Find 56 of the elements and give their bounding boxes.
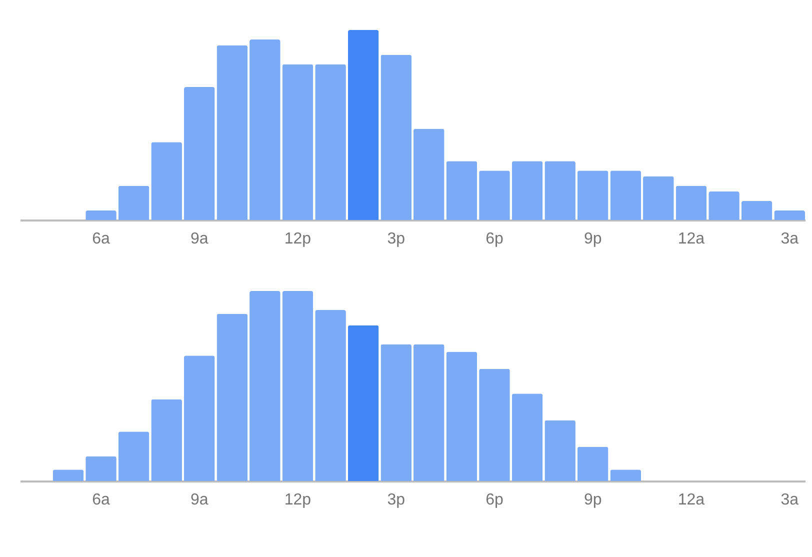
x-tick-label: 6p xyxy=(486,492,504,508)
bar xyxy=(741,201,772,220)
x-tick-label: 6p xyxy=(486,230,504,248)
bar xyxy=(610,470,642,481)
bar xyxy=(479,368,510,481)
bar xyxy=(348,325,379,481)
bar xyxy=(250,40,280,220)
bar xyxy=(216,45,248,220)
bar xyxy=(577,446,608,481)
x-tick-label: 9a xyxy=(190,230,208,248)
bar xyxy=(282,291,314,481)
x-tick-label: 12p xyxy=(284,230,312,248)
bar xyxy=(413,128,444,220)
x-tick-label: 12a xyxy=(678,492,705,508)
x-tick-label: 3a xyxy=(780,230,799,248)
x-tick-label: 3p xyxy=(387,230,406,248)
bar xyxy=(577,170,608,220)
bar xyxy=(151,142,182,220)
bar xyxy=(610,170,642,220)
x-tick-label: 12a xyxy=(678,230,705,248)
x-tick-label: 3p xyxy=(387,492,406,508)
bar xyxy=(446,352,478,481)
x-tick-label: 6a xyxy=(92,492,110,508)
bar xyxy=(52,470,84,481)
bar xyxy=(512,161,543,220)
bar xyxy=(118,186,150,220)
x-tick-label: 3a xyxy=(780,492,799,508)
bar xyxy=(151,399,182,481)
bar xyxy=(118,432,150,481)
bar xyxy=(708,192,740,220)
bar xyxy=(446,161,478,220)
bar xyxy=(479,170,510,220)
bar xyxy=(413,344,444,481)
bar xyxy=(282,64,314,220)
bar xyxy=(380,54,412,220)
bar xyxy=(348,30,379,220)
x-tick-label: 9p xyxy=(584,492,602,508)
bar xyxy=(643,176,674,220)
bar xyxy=(216,314,248,481)
x-tick-label: 12p xyxy=(284,492,312,508)
bar xyxy=(544,161,576,220)
bar xyxy=(315,310,346,481)
bar xyxy=(676,186,707,220)
bar xyxy=(86,456,116,481)
bar xyxy=(380,344,412,481)
bar xyxy=(184,356,215,481)
x-tick-label: 6a xyxy=(92,230,110,248)
bar xyxy=(86,210,116,220)
x-tick-label: 9p xyxy=(584,230,602,248)
x-tick-label: 9a xyxy=(190,492,208,508)
bar xyxy=(250,291,280,481)
bar xyxy=(544,420,576,481)
bar xyxy=(184,87,215,220)
bar xyxy=(315,64,346,220)
bar xyxy=(512,394,543,481)
bar xyxy=(774,210,805,220)
